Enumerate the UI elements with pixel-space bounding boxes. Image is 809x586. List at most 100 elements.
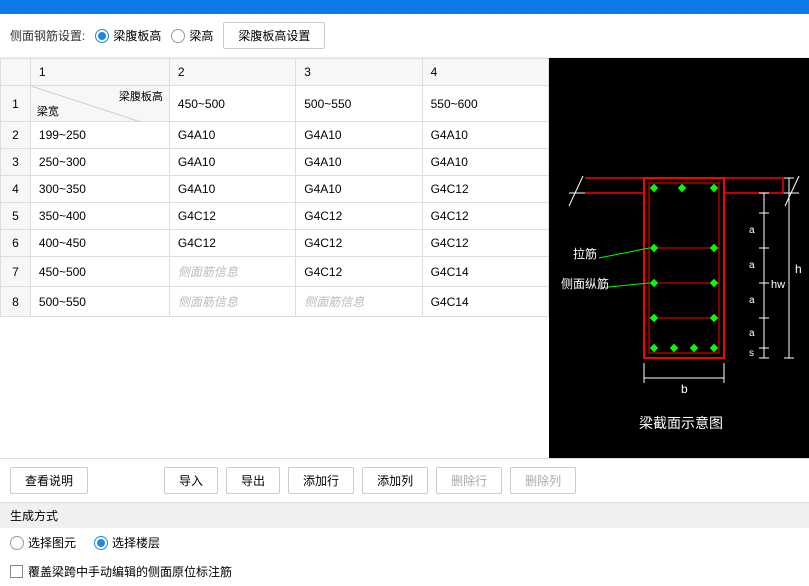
- cell[interactable]: G4C12: [169, 203, 295, 230]
- cell[interactable]: G4C12: [422, 176, 548, 203]
- row-header[interactable]: 199~250: [30, 122, 169, 149]
- radio-label: 梁高: [189, 27, 213, 44]
- corner-cell: [1, 59, 31, 86]
- row-num[interactable]: 4: [1, 176, 31, 203]
- row-header[interactable]: 250~300: [30, 149, 169, 176]
- cell[interactable]: 侧面筋信息: [169, 287, 295, 317]
- svg-text:a: a: [749, 328, 755, 339]
- cell[interactable]: G4A10: [169, 122, 295, 149]
- cell[interactable]: G4C12: [296, 257, 422, 287]
- radio-icon: [95, 29, 109, 43]
- row-header[interactable]: 300~350: [30, 176, 169, 203]
- cell[interactable]: G4A10: [169, 149, 295, 176]
- svg-text:h: h: [795, 262, 802, 276]
- diagonal-header: 梁腹板高 梁宽: [30, 86, 169, 122]
- row-header[interactable]: 450~500: [30, 257, 169, 287]
- table-row: 8 500~550侧面筋信息侧面筋信息G4C14: [1, 287, 549, 317]
- col-num[interactable]: 2: [169, 59, 295, 86]
- action-bar: 查看说明 导入 导出 添加行 添加列 删除行 删除列: [0, 458, 809, 502]
- rebar-setting-label: 侧面钢筋设置:: [10, 27, 85, 44]
- cell[interactable]: G4C12: [422, 203, 548, 230]
- row-num[interactable]: 3: [1, 149, 31, 176]
- row-num[interactable]: 7: [1, 257, 31, 287]
- diag-top-label: 梁腹板高: [119, 88, 163, 104]
- svg-text:s: s: [749, 348, 754, 359]
- radio-label: 梁腹板高: [113, 27, 161, 44]
- range-header[interactable]: 450~500: [169, 86, 295, 122]
- del-col-button[interactable]: 删除列: [510, 467, 576, 494]
- add-col-button[interactable]: 添加列: [362, 467, 428, 494]
- svg-text:b: b: [681, 382, 688, 396]
- svg-text:侧面纵筋: 侧面纵筋: [561, 276, 609, 291]
- svg-text:a: a: [749, 260, 755, 271]
- table-row: 4 300~350G4A10G4A10G4C12: [1, 176, 549, 203]
- row-header[interactable]: 400~450: [30, 230, 169, 257]
- svg-text:a: a: [749, 225, 755, 236]
- gen-checkbox-row: 覆盖梁跨中手动编辑的侧面原位标注筋: [0, 557, 809, 586]
- cell[interactable]: G4A10: [296, 176, 422, 203]
- range-header[interactable]: 500~550: [296, 86, 422, 122]
- row-header[interactable]: 500~550: [30, 287, 169, 317]
- cell[interactable]: 侧面筋信息: [169, 257, 295, 287]
- row-header[interactable]: 350~400: [30, 203, 169, 230]
- titlebar: [0, 0, 809, 14]
- table-row: 2 199~250G4A10G4A10G4A10: [1, 122, 549, 149]
- export-button[interactable]: 导出: [226, 467, 280, 494]
- web-height-settings-button[interactable]: 梁腹板高设置: [223, 22, 325, 49]
- table-row: 3 250~300G4A10G4A10G4A10: [1, 149, 549, 176]
- cell[interactable]: G4C12: [169, 230, 295, 257]
- cell[interactable]: G4A10: [296, 149, 422, 176]
- cell[interactable]: G4A10: [422, 149, 548, 176]
- radio-label: 选择图元: [28, 534, 76, 551]
- checkbox-label: 覆盖梁跨中手动编辑的侧面原位标注筋: [28, 563, 232, 580]
- radio-select-floor[interactable]: 选择楼层: [94, 534, 160, 551]
- radio-beam-height[interactable]: 梁高: [171, 27, 213, 44]
- cell[interactable]: G4C14: [422, 287, 548, 317]
- generation-section: 生成方式 选择图元 选择楼层 覆盖梁跨中手动编辑的侧面原位标注筋: [0, 502, 809, 586]
- cell[interactable]: G4A10: [296, 122, 422, 149]
- del-row-button[interactable]: 删除行: [436, 467, 502, 494]
- cell[interactable]: G4C12: [422, 230, 548, 257]
- view-desc-button[interactable]: 查看说明: [10, 467, 88, 494]
- range-header[interactable]: 550~600: [422, 86, 548, 122]
- table-area: 1 2 3 4 1 梁腹板高 梁宽 450~500 500~550 550~60…: [0, 58, 549, 458]
- cell[interactable]: G4C14: [422, 257, 548, 287]
- cell[interactable]: G4C12: [296, 203, 422, 230]
- col-num[interactable]: 3: [296, 59, 422, 86]
- row-num[interactable]: 5: [1, 203, 31, 230]
- radio-web-height[interactable]: 梁腹板高: [95, 27, 161, 44]
- row-num[interactable]: 1: [1, 86, 31, 122]
- header-row: 1 梁腹板高 梁宽 450~500 500~550 550~600: [1, 86, 549, 122]
- table-row: 6 400~450G4C12G4C12G4C12: [1, 230, 549, 257]
- beam-section-diagram: b h hw a a a a s 拉筋 侧面纵筋 梁截面示意图: [549, 58, 809, 458]
- toolbar: 侧面钢筋设置: 梁腹板高 梁高 梁腹板高设置: [0, 14, 809, 58]
- radio-select-element[interactable]: 选择图元: [10, 534, 76, 551]
- col-num[interactable]: 1: [30, 59, 169, 86]
- gen-body: 选择图元 选择楼层: [0, 528, 809, 557]
- svg-text:拉筋: 拉筋: [573, 246, 597, 261]
- diagram-panel: b h hw a a a a s 拉筋 侧面纵筋 梁截面示意图: [549, 58, 809, 458]
- radio-icon: [171, 29, 185, 43]
- checkbox-icon: [10, 565, 23, 578]
- svg-text:梁截面示意图: 梁截面示意图: [639, 415, 723, 431]
- table-row: 7 450~500侧面筋信息G4C12G4C14: [1, 257, 549, 287]
- cell[interactable]: G4A10: [422, 122, 548, 149]
- rebar-table: 1 2 3 4 1 梁腹板高 梁宽 450~500 500~550 550~60…: [0, 58, 549, 317]
- row-num[interactable]: 8: [1, 287, 31, 317]
- svg-text:hw: hw: [771, 279, 785, 291]
- row-num[interactable]: 6: [1, 230, 31, 257]
- col-num[interactable]: 4: [422, 59, 548, 86]
- cell[interactable]: G4A10: [169, 176, 295, 203]
- col-number-row: 1 2 3 4: [1, 59, 549, 86]
- import-button[interactable]: 导入: [164, 467, 218, 494]
- table-row: 5 350~400G4C12G4C12G4C12: [1, 203, 549, 230]
- gen-header: 生成方式: [0, 503, 809, 528]
- add-row-button[interactable]: 添加行: [288, 467, 354, 494]
- cell[interactable]: G4C12: [296, 230, 422, 257]
- svg-text:a: a: [749, 295, 755, 306]
- override-checkbox[interactable]: 覆盖梁跨中手动编辑的侧面原位标注筋: [10, 563, 232, 580]
- cell[interactable]: 侧面筋信息: [296, 287, 422, 317]
- radio-icon: [94, 536, 108, 550]
- row-num[interactable]: 2: [1, 122, 31, 149]
- radio-icon: [10, 536, 24, 550]
